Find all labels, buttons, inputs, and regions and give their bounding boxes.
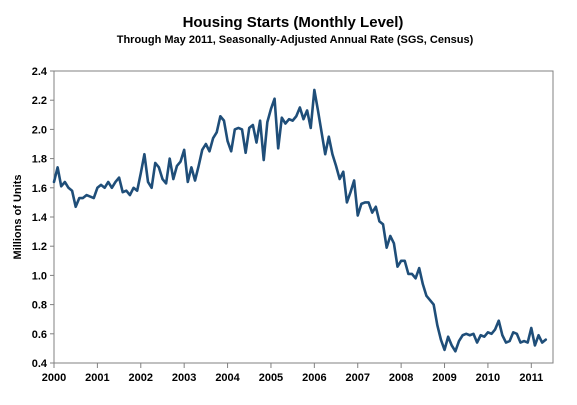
y-tick-label: 1.4 [32, 212, 48, 224]
x-tick-label: 2009 [432, 372, 456, 384]
chart-title: Housing Starts (Monthly Level) [183, 14, 404, 31]
x-tick-label: 2004 [215, 372, 240, 384]
x-tick-label: 2008 [389, 372, 413, 384]
x-tick-label: 2010 [476, 372, 500, 384]
x-tick-label: 2000 [42, 372, 66, 384]
x-tick-label: 2001 [85, 372, 109, 384]
y-tick-label: 0.6 [32, 329, 47, 341]
chart-subtitle: Through May 2011, Seasonally-Adjusted An… [117, 34, 474, 46]
y-tick-label: 0.4 [32, 358, 48, 370]
y-tick-label: 2.0 [32, 124, 47, 136]
y-tick-label: 1.0 [32, 270, 47, 282]
series-line-housing-starts [52, 88, 548, 353]
y-tick-label: 1.8 [32, 154, 47, 166]
y-axis-title: Millions of Units [12, 175, 24, 260]
x-axis: 2000 2001 2002 2003 2004 2005 2006 2007 2008 2009… [42, 363, 543, 384]
x-tick-label: 2002 [129, 372, 153, 384]
y-tick-label: 0.8 [32, 300, 47, 312]
x-tick-label: 2005 [259, 372, 283, 384]
series-layer [52, 88, 548, 353]
x-tick-label: 2007 [345, 372, 369, 384]
y-tick-label: 1.2 [32, 241, 47, 253]
x-tick-label: 2006 [302, 372, 326, 384]
y-tick-label: 1.6 [32, 183, 47, 195]
x-tick-label: 2011 [519, 372, 543, 384]
y-axis: 0.4 0.6 0.8 1.0 1.2 1.4 1.6 1.8 2.0 2.2 2.4 [32, 66, 54, 370]
x-tick-label: 2003 [172, 372, 196, 384]
y-tick-label: 2.2 [32, 95, 47, 107]
y-tick-label: 2.4 [32, 66, 48, 78]
